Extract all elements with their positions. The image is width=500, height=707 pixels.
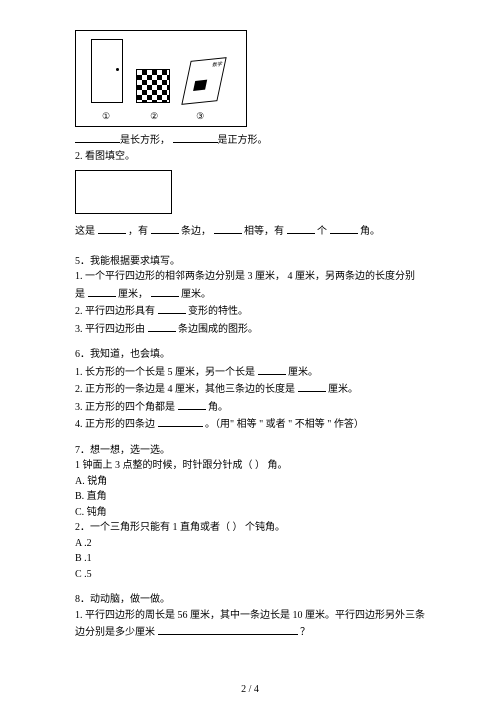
checkerboard-shape — [136, 69, 170, 103]
q2-num: 2. — [75, 151, 83, 162]
door-shape — [91, 39, 123, 103]
label-1: ① — [102, 111, 110, 122]
blank — [298, 380, 326, 392]
text: 3. 正方形的四个角都是 — [75, 402, 175, 413]
q8-heading: 8．动动脑，做一做。 — [75, 592, 430, 608]
blank — [258, 363, 286, 375]
q7-oB: B. 直角 — [75, 489, 430, 505]
text: 厘米。 — [288, 367, 318, 378]
blank — [88, 285, 116, 297]
text: 这是 — [75, 226, 95, 237]
blank — [178, 398, 206, 410]
text: 个 — [317, 226, 327, 237]
text: 边分别是多少厘米 — [75, 627, 155, 638]
blank — [158, 302, 186, 314]
text: ？ — [300, 627, 310, 638]
text: 变形的特性。 — [188, 306, 248, 317]
label-2: ② — [150, 111, 158, 122]
blank — [330, 222, 358, 234]
q5-l4: 3. 平行四边形由 条边围成的图形。 — [75, 320, 430, 338]
page-footer: 2 / 4 — [0, 684, 500, 695]
q5-heading: 5．我能根据要求填写。 — [75, 254, 430, 270]
text: ，有 — [128, 226, 148, 237]
q7-B1: B .1 — [75, 551, 430, 567]
text: 5 厘米，另一个长是 — [168, 367, 256, 378]
blank — [75, 131, 120, 143]
text: 4 厘米，其他三条边的长度是 — [168, 384, 296, 395]
blank — [158, 415, 203, 427]
text: 。（用" 相等 " 或者 " 不相等 " 作答） — [205, 419, 364, 430]
text: 厘米。 — [181, 289, 211, 300]
text: 角。 — [208, 402, 228, 413]
blank — [148, 320, 176, 332]
blank — [151, 285, 179, 297]
text: 是长方形， — [120, 135, 170, 146]
text: 3. 平行四边形由 — [75, 324, 145, 335]
q1-line: 是长方形， 是正方形。 — [75, 131, 430, 149]
q8-l1: 1. 平行四边形的周长是 56 厘米，其中一条边长是 10 厘米。平行四边形另外… — [75, 608, 430, 624]
text: 1. 一个平行四边形的相邻两条边分别是 — [75, 271, 245, 282]
q7-oC: C. 钝角 — [75, 505, 430, 521]
text: 是正方形。 — [218, 135, 268, 146]
text: 2. 平行四边形具有 — [75, 306, 155, 317]
q7-l2: 2．一个三角形只能有 1 直角或者（ ） 个钝角。 — [75, 520, 430, 536]
blank — [287, 222, 315, 234]
blank — [158, 623, 298, 635]
blank — [151, 222, 179, 234]
q7-l1: 1 钟面上 3 点整的时候，时针跟分针成（ ） 角。 — [75, 458, 430, 474]
text: 角。 — [360, 226, 380, 237]
q6-l2: 2. 正方形的一条边是 4 厘米，其他三条边的长度是 厘米。 — [75, 380, 430, 398]
q7-heading: 7．想一想，选一选。 — [75, 443, 430, 459]
text: 4 厘米，另两条边的长度分别 — [288, 271, 416, 282]
text: 是 — [75, 289, 85, 300]
blank — [173, 131, 218, 143]
q5-l3: 2. 平行四边形具有 变形的特性。 — [75, 302, 430, 320]
illustration-labels: ① ② ③ — [76, 111, 246, 122]
q7-oA: A. 锐角 — [75, 474, 430, 490]
book-shape: 数学 — [181, 57, 226, 105]
q7-C5: C .5 — [75, 567, 430, 583]
q5-l2: 是 厘米， 厘米。 — [75, 285, 430, 303]
text: 2. 正方形的一条边是 — [75, 384, 165, 395]
q6-heading: 6．我知道，也会填。 — [75, 347, 430, 363]
q6-l1: 1. 长方形的一个长是 5 厘米，另一个长是 厘米。 — [75, 363, 430, 381]
blank — [214, 222, 242, 234]
text: 3 厘米， — [248, 271, 286, 282]
q2-heading: 2. 看图填空。 — [75, 149, 430, 165]
text: 条边， — [181, 226, 211, 237]
q2-title: 看图填空。 — [85, 151, 135, 162]
q5-l1: 1. 一个平行四边形的相邻两条边分别是 3 厘米， 4 厘米，另两条边的长度分别 — [75, 269, 430, 285]
rectangle-figure — [75, 170, 172, 214]
text: 厘米。 — [328, 384, 358, 395]
page-root: 数学 ① ② ③ 是长方形， 是正方形。 2. 看图填空。 这是 ，有 条边， … — [0, 0, 500, 707]
illustration-box: 数学 ① ② ③ — [75, 30, 247, 127]
q7-A2: A .2 — [75, 536, 430, 552]
text: 1. 长方形的一个长是 — [75, 367, 165, 378]
label-3: ③ — [196, 111, 204, 122]
text: 相等，有 — [244, 226, 284, 237]
book-inner — [193, 80, 207, 91]
text: 4. 正方形的四条边 — [75, 419, 155, 430]
text: 厘米， — [118, 289, 148, 300]
q6-l3: 3. 正方形的四个角都是 角。 — [75, 398, 430, 416]
q2-answer-line: 这是 ，有 条边， 相等，有 个 角。 — [75, 222, 430, 240]
book-label: 数学 — [212, 60, 224, 68]
text: 条边围成的图形。 — [178, 324, 258, 335]
blank — [98, 222, 126, 234]
q8-l2: 边分别是多少厘米 ？ — [75, 623, 430, 641]
q6-l4: 4. 正方形的四条边 。（用" 相等 " 或者 " 不相等 " 作答） — [75, 415, 430, 433]
